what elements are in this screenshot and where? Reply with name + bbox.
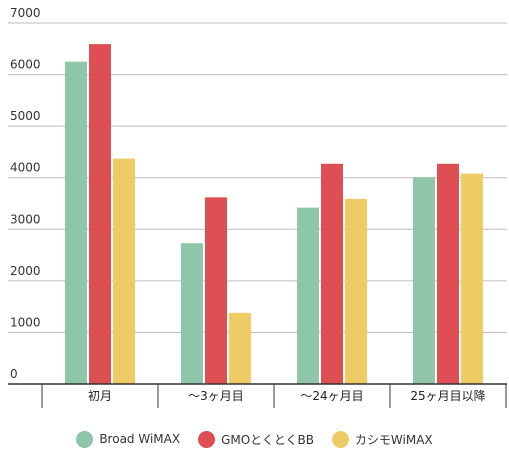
y-tick-label: 4000 — [10, 161, 41, 175]
legend-item: GMOとくとくBB — [198, 430, 314, 448]
x-tick-label: ～24ヶ月目 — [300, 389, 363, 403]
bar — [413, 177, 435, 384]
y-tick-label: 6000 — [10, 58, 41, 72]
x-tick-label: 初月 — [88, 389, 112, 403]
legend-label: Broad WiMAX — [99, 432, 181, 446]
legend-item: Broad WiMAX — [76, 430, 181, 448]
bar — [229, 312, 251, 384]
bar — [113, 158, 135, 384]
legend-swatch — [198, 430, 216, 448]
legend: Broad WiMAX GMOとくとくBB カシモWiMAX — [0, 427, 509, 451]
legend-label: GMOとくとくBB — [221, 432, 314, 447]
bar — [321, 163, 343, 384]
bar — [89, 44, 111, 384]
y-tick-label: 5000 — [10, 109, 41, 123]
bar — [205, 197, 227, 384]
x-axis: 初月 ～3ヶ月目 ～24ヶ月目 25ヶ月目以降 — [8, 383, 507, 408]
legend-swatch — [331, 430, 349, 448]
legend-swatch — [76, 430, 94, 448]
y-axis-labels: 0 1000 2000 3000 4000 5000 6000 7000 — [10, 6, 41, 381]
y-tick-label: 3000 — [10, 212, 41, 226]
bar — [461, 173, 483, 384]
y-tick-label: 0 — [10, 367, 18, 381]
bars — [65, 44, 483, 385]
bar — [437, 163, 459, 384]
bar — [297, 207, 319, 384]
bar — [345, 198, 367, 384]
x-tick-label: ～3ヶ月目 — [188, 389, 244, 403]
legend-label: カシモWiMAX — [354, 432, 433, 447]
x-tick-label: 25ヶ月目以降 — [410, 389, 485, 403]
legend-item: カシモWiMAX — [331, 430, 433, 448]
bar — [181, 243, 203, 384]
bar — [65, 61, 87, 385]
y-tick-label: 2000 — [10, 264, 41, 278]
bar-chart: 0 1000 2000 3000 4000 5000 6000 7000 初月 ～3ヶ月目 ～24… — [8, 6, 507, 408]
y-tick-label: 1000 — [10, 315, 41, 329]
y-tick-label: 7000 — [10, 6, 41, 20]
